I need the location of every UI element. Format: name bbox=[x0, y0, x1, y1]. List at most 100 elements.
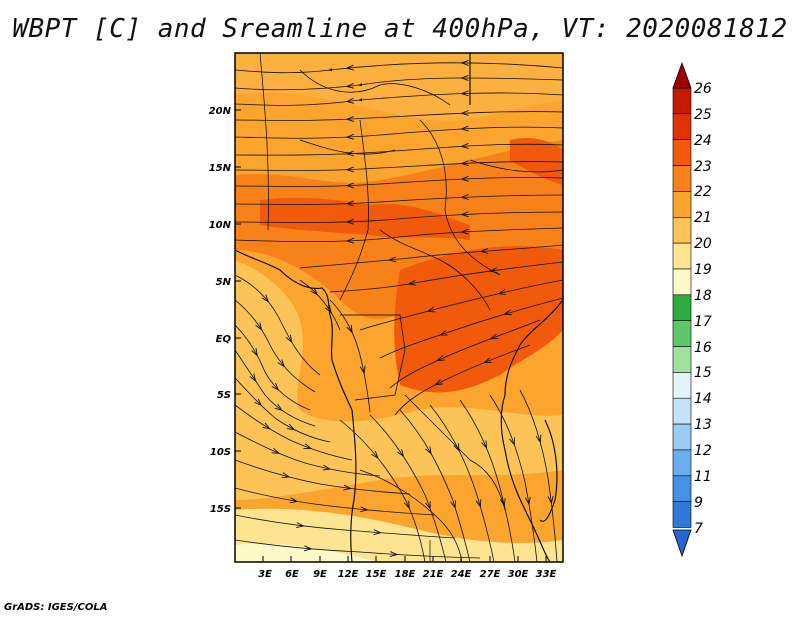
streamline-arrow bbox=[499, 498, 506, 507]
colorbar-label: 26 bbox=[694, 81, 712, 97]
streamline-arrow bbox=[322, 464, 332, 471]
streamline-arrow bbox=[286, 423, 296, 431]
lat-label: 5N bbox=[216, 277, 232, 288]
colorbar-bottom-arrow bbox=[672, 529, 692, 558]
lon-label: 12E bbox=[338, 569, 359, 580]
streamline-arrow bbox=[274, 403, 283, 412]
colorbar-cell bbox=[672, 113, 692, 141]
lat-label: 15S bbox=[210, 504, 231, 515]
streamline-arrow bbox=[460, 211, 469, 218]
streamline-arrow bbox=[479, 248, 489, 254]
streamline-arrow bbox=[438, 330, 448, 336]
colorbar-cell bbox=[672, 242, 692, 270]
lon-label: 24E bbox=[451, 569, 472, 580]
streamline-arrow bbox=[475, 499, 482, 509]
streamline-arrow bbox=[324, 305, 332, 314]
map-frame bbox=[234, 52, 564, 563]
streamline-arrow bbox=[524, 496, 531, 506]
streamline-arrow bbox=[345, 64, 355, 71]
streamline-arrow bbox=[426, 306, 436, 313]
colorbar-label: 25 bbox=[694, 107, 712, 123]
streamline-arrow bbox=[345, 200, 355, 207]
colorbar-label: 11 bbox=[694, 469, 712, 485]
streamline-arrow bbox=[450, 500, 456, 510]
streamline-arrow bbox=[310, 287, 319, 296]
colorbar-cell bbox=[672, 217, 692, 244]
streamline-arrow bbox=[503, 309, 512, 316]
streamline-arrow bbox=[397, 449, 405, 458]
lat-label: 5S bbox=[217, 390, 231, 401]
wbpt-warm-core-east bbox=[394, 246, 563, 393]
colorbar-top-arrow bbox=[672, 61, 692, 89]
colorbar-cell bbox=[672, 372, 692, 399]
streamline-arrow bbox=[373, 529, 383, 536]
streamline-arrow bbox=[425, 501, 431, 510]
streamlines bbox=[235, 60, 563, 562]
streamline-arrow bbox=[436, 355, 445, 362]
streamline-arrow bbox=[345, 133, 355, 140]
streamline-arrow bbox=[296, 522, 305, 529]
streamline-arrow bbox=[460, 110, 469, 116]
colorbar-label: 17 bbox=[694, 314, 712, 330]
streamline-arrow bbox=[343, 484, 352, 491]
lon-label: 33E bbox=[536, 569, 557, 580]
streamline-arrow bbox=[271, 382, 280, 391]
grads-credit: GrADS: IGES/COLA bbox=[4, 602, 108, 613]
streamline-arrow bbox=[271, 447, 281, 454]
lat-label: EQ bbox=[216, 334, 232, 345]
streamline-arrow bbox=[255, 322, 263, 331]
lon-label: 18E bbox=[395, 569, 416, 580]
streamline-arrow bbox=[261, 294, 270, 303]
streamline-arrow bbox=[460, 160, 469, 167]
streamline-arrow bbox=[289, 497, 299, 504]
wbpt-cool-band bbox=[235, 260, 563, 500]
lon-label: 21E bbox=[423, 569, 444, 580]
streamline-arrow bbox=[345, 82, 355, 89]
streamline-arrow bbox=[345, 182, 355, 189]
lon-axis: 3E 6E 9E 12E 15E 18E 21E 24E 27E 30E 33E bbox=[258, 569, 556, 580]
graticule-ticks bbox=[235, 109, 547, 562]
colorbar-cell bbox=[672, 320, 692, 347]
streamline-arrow bbox=[345, 166, 355, 173]
wbpt-coolest-band bbox=[235, 508, 563, 562]
colorbar-cell bbox=[672, 346, 692, 373]
streamline-arrow bbox=[251, 348, 258, 357]
colorbar-cell bbox=[672, 191, 692, 218]
lon-label: 30E bbox=[508, 569, 529, 580]
colorbar-labels: 26 25 24 23 22 21 20 19 18 17 16 15 14 1… bbox=[694, 81, 712, 537]
colorbar-cell bbox=[672, 268, 692, 296]
streamline-arrow bbox=[371, 450, 379, 460]
wbpt-warm-core-north bbox=[260, 197, 470, 240]
chart-title: WBPT [C] and Sreamline at 400hPa, VT: 20… bbox=[12, 14, 788, 44]
colorbar-cell bbox=[672, 397, 692, 425]
colorbar-label: 15 bbox=[694, 365, 712, 381]
streamline-arrow bbox=[488, 267, 498, 274]
streamline-arrow bbox=[460, 60, 469, 66]
lon-label: 6E bbox=[285, 569, 299, 580]
colorbar-label: 21 bbox=[694, 210, 712, 226]
lat-label: 15N bbox=[209, 163, 232, 174]
colorbar-label: 12 bbox=[694, 443, 712, 459]
country-borders bbox=[259, 53, 563, 562]
lon-label: 27E bbox=[480, 569, 501, 580]
streamline-arrow bbox=[277, 359, 286, 368]
lat-axis: 20N 15N 10N 5N EQ 5S 10S 15S bbox=[209, 106, 232, 515]
streamline-arrow bbox=[547, 495, 554, 505]
streamline-arrow bbox=[346, 324, 353, 334]
lat-label: 10N bbox=[209, 220, 232, 231]
colorbar-label: 16 bbox=[694, 340, 712, 356]
colorbar-label: 20 bbox=[694, 236, 712, 252]
colorbar-label: 22 bbox=[694, 184, 712, 200]
colorbar-cell bbox=[672, 449, 692, 477]
streamline-arrow bbox=[535, 434, 542, 444]
streamline-arrow bbox=[460, 228, 469, 235]
streamline-arrow bbox=[249, 373, 257, 382]
streamline-arrow bbox=[497, 289, 507, 295]
lat-label: 10S bbox=[210, 447, 231, 458]
streamline-arrow bbox=[303, 545, 313, 552]
colorbar-label: 18 bbox=[694, 288, 712, 304]
streamline-arrow bbox=[434, 379, 443, 386]
streamline-arrow bbox=[460, 194, 469, 200]
streamline-arrow bbox=[281, 472, 291, 479]
colorbar-label: 23 bbox=[694, 159, 712, 175]
